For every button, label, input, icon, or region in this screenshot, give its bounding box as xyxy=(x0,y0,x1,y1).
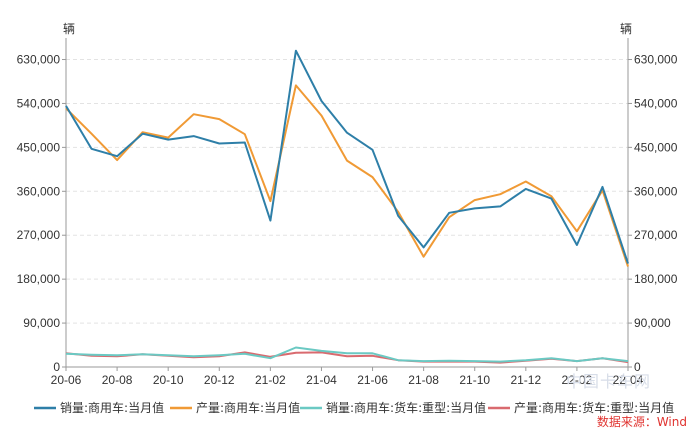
series-line-1 xyxy=(65,49,629,264)
x-tick-label: 21-10 xyxy=(459,373,490,387)
series-lines xyxy=(65,49,629,364)
data-source-label: 数据来源：Wind xyxy=(596,415,687,429)
y-tick-label: 0 xyxy=(53,360,60,374)
x-tick-label: 22-02 xyxy=(562,373,593,387)
x-tick-label: 20-06 xyxy=(51,373,82,387)
y-axis-left-ticks: 0 90,000 180,000 270,000 360,000 450,000 540,0… xyxy=(17,53,66,374)
x-axis-ticks: 20-06 20-08 20-10 20-12 21-02 21-04 21-06 21-08… xyxy=(51,367,644,387)
y-tick-label-right: 270,000 xyxy=(634,228,678,242)
x-tick-label: 21-12 xyxy=(510,373,541,387)
x-tick-label: 21-08 xyxy=(408,373,439,387)
y-tick-label-right: 90,000 xyxy=(634,316,671,330)
legend-label: 产量:商用车:货车:重型:当月值 xyxy=(514,400,674,415)
x-tick-label: 20-10 xyxy=(153,373,184,387)
y-tick-label: 540,000 xyxy=(17,96,61,110)
y-tick-label-right: 180,000 xyxy=(634,272,678,286)
x-tick-label: 21-04 xyxy=(306,373,337,387)
series-line-3 xyxy=(65,346,629,363)
y-tick-label-right: 630,000 xyxy=(634,53,678,67)
legend-label: 销量:商用车:货车:重型:当月值 xyxy=(326,400,486,415)
y-tick-label: 630,000 xyxy=(17,53,61,67)
y-tick-label-right: 540,000 xyxy=(634,96,678,110)
y-tick-label: 180,000 xyxy=(17,272,61,286)
axes xyxy=(65,38,629,368)
legend: 销量:商用车:当月值 产量:商用车:当月值 销量:商用车:货车:重型:当月值 产量:商… xyxy=(34,400,674,415)
y-axis-right-unit: 辆 xyxy=(620,22,632,36)
y-tick-label: 450,000 xyxy=(17,140,61,154)
y-axis-left-unit: 辆 xyxy=(63,22,75,36)
grid-lines xyxy=(66,59,628,324)
y-axis-right-ticks: 0 90,000 180,000 270,000 360,000 450,000 540,0… xyxy=(628,53,678,374)
x-tick-label: 20-08 xyxy=(102,373,133,387)
y-tick-label-right: 450,000 xyxy=(634,140,678,154)
y-tick-label: 90,000 xyxy=(23,316,60,330)
series-line-2 xyxy=(65,84,629,267)
y-tick-label-right: 360,000 xyxy=(634,184,678,198)
y-tick-label-right: 0 xyxy=(634,360,641,374)
legend-label: 产量:商用车:当月值 xyxy=(196,400,300,415)
y-tick-label: 270,000 xyxy=(17,228,61,242)
y-tick-label: 360,000 xyxy=(17,184,61,198)
legend-label: 销量:商用车:当月值 xyxy=(60,400,164,415)
x-tick-label: 22-04 xyxy=(613,373,644,387)
x-tick-label: 21-02 xyxy=(255,373,286,387)
x-tick-label: 21-06 xyxy=(357,373,388,387)
watermark: 中国卡车网 xyxy=(566,372,652,391)
x-tick-label: 20-12 xyxy=(204,373,235,387)
